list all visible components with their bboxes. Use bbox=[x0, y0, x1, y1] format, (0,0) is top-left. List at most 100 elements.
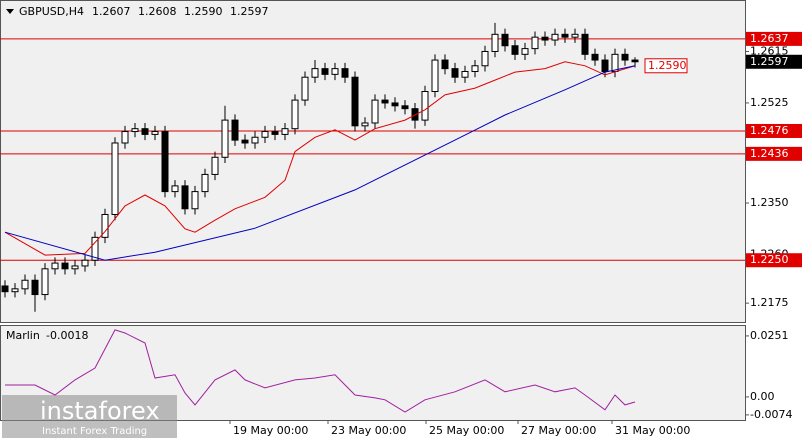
indicator-value: -0.0018 bbox=[46, 329, 88, 342]
candle-body bbox=[631, 59, 639, 63]
candle-body bbox=[591, 53, 599, 61]
candle-body bbox=[501, 33, 509, 47]
candle-body bbox=[341, 68, 349, 78]
candle-body bbox=[221, 119, 229, 158]
current-price: 1.2597 bbox=[750, 55, 789, 68]
level-label: 1.2476 bbox=[750, 124, 789, 137]
candle-body bbox=[41, 268, 49, 296]
indicator-line bbox=[5, 329, 636, 413]
ma-label: 1.2590 bbox=[648, 59, 687, 72]
x-tick-label: 19 May 00:00 bbox=[233, 424, 308, 437]
candle-body bbox=[91, 236, 99, 261]
y-tick-label: 0.00 bbox=[750, 390, 775, 403]
candle-body bbox=[51, 262, 59, 270]
quote-value: 1.2608 bbox=[138, 5, 177, 18]
quote-value: 1.2590 bbox=[184, 5, 223, 18]
candle-body bbox=[511, 45, 519, 55]
candle-body bbox=[1, 285, 9, 293]
current-price-box bbox=[746, 54, 802, 69]
candle-body bbox=[391, 102, 399, 107]
y-tick-label: -0.0074 bbox=[750, 408, 792, 421]
level-label-box bbox=[746, 123, 802, 138]
level-label-box bbox=[746, 146, 802, 161]
candle-body bbox=[331, 68, 339, 75]
candle-body bbox=[151, 131, 159, 135]
y-tick-label: 1.2525 bbox=[750, 96, 789, 109]
quote-value: 1.2607 bbox=[92, 5, 131, 18]
candle-body bbox=[161, 131, 169, 193]
x-tick-label: 27 May 00:00 bbox=[521, 424, 596, 437]
candle-body bbox=[491, 33, 499, 52]
candle-body bbox=[311, 68, 319, 78]
candle-body bbox=[371, 99, 379, 124]
candle-body bbox=[521, 48, 529, 55]
watermark-logo: instaforex bbox=[40, 397, 160, 425]
candle-body bbox=[471, 65, 479, 72]
watermark-box bbox=[2, 395, 177, 438]
level-label-box bbox=[746, 31, 802, 46]
candle-body bbox=[121, 131, 129, 144]
candle-body bbox=[281, 128, 289, 135]
ma-label-box bbox=[644, 58, 688, 74]
y-tick-label: 1.2615 bbox=[750, 44, 789, 57]
candle-body bbox=[611, 53, 619, 72]
y-tick-label: 1.2350 bbox=[750, 196, 789, 209]
level-label: 1.2436 bbox=[750, 147, 789, 160]
candle-body bbox=[291, 99, 299, 130]
candle-body bbox=[451, 68, 459, 78]
candle-body bbox=[231, 119, 239, 141]
candle-body bbox=[111, 142, 119, 215]
candle-body bbox=[321, 68, 329, 75]
candle-body bbox=[351, 76, 359, 127]
candle-body bbox=[71, 265, 79, 270]
candle-body bbox=[601, 59, 609, 72]
watermark-tagline: Instant Forex Trading bbox=[42, 426, 147, 437]
indicator-title: Marlin bbox=[6, 329, 40, 342]
candle-body bbox=[271, 131, 279, 135]
y-tick-label: 0.0251 bbox=[750, 329, 789, 342]
candle-body bbox=[201, 173, 209, 193]
moving-average bbox=[4, 65, 636, 261]
candle-body bbox=[401, 105, 409, 110]
candle-body bbox=[421, 91, 429, 121]
candle-body bbox=[211, 156, 219, 175]
candle-body bbox=[621, 53, 629, 61]
candle-body bbox=[531, 36, 539, 50]
candle-body bbox=[101, 213, 109, 238]
chart-title: GBPUSD,H4 bbox=[19, 5, 84, 18]
candle-body bbox=[251, 136, 259, 144]
candle-body bbox=[301, 76, 309, 101]
x-tick-label: 23 May 00:00 bbox=[331, 424, 406, 437]
candle-body bbox=[81, 259, 89, 267]
candle-body bbox=[261, 131, 269, 138]
moving-average bbox=[4, 61, 636, 256]
candle-body bbox=[381, 99, 389, 104]
candle-body bbox=[11, 288, 19, 293]
candle-body bbox=[131, 128, 139, 133]
candle-body bbox=[31, 279, 39, 296]
candle-body bbox=[191, 191, 199, 210]
x-tick-label: 25 May 00:00 bbox=[429, 424, 504, 437]
menu-arrow bbox=[6, 9, 14, 14]
candle-body bbox=[551, 33, 559, 41]
candle-body bbox=[461, 70, 469, 78]
candle-body bbox=[61, 262, 69, 270]
y-tick-label: 1.2175 bbox=[750, 296, 789, 309]
level-label-box bbox=[746, 253, 802, 268]
candle-body bbox=[481, 50, 489, 67]
candle-body bbox=[241, 139, 249, 144]
candle-body bbox=[141, 128, 149, 135]
x-tick-label: 31 May 00:00 bbox=[615, 424, 690, 437]
candle-body bbox=[431, 59, 439, 93]
candle-body bbox=[441, 59, 449, 70]
candle-body bbox=[21, 279, 29, 290]
candle-body bbox=[571, 33, 579, 38]
candle-body bbox=[171, 185, 179, 193]
candle-body bbox=[411, 108, 419, 121]
level-label: 1.2250 bbox=[750, 253, 789, 266]
candle-body bbox=[541, 36, 549, 41]
level-label: 1.2637 bbox=[750, 32, 789, 45]
candle-body bbox=[561, 33, 569, 38]
main-panel bbox=[0, 0, 746, 323]
